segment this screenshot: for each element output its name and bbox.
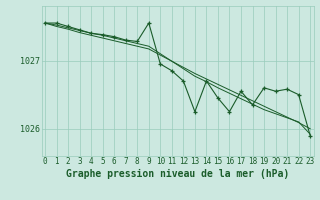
X-axis label: Graphe pression niveau de la mer (hPa): Graphe pression niveau de la mer (hPa) bbox=[66, 169, 289, 179]
